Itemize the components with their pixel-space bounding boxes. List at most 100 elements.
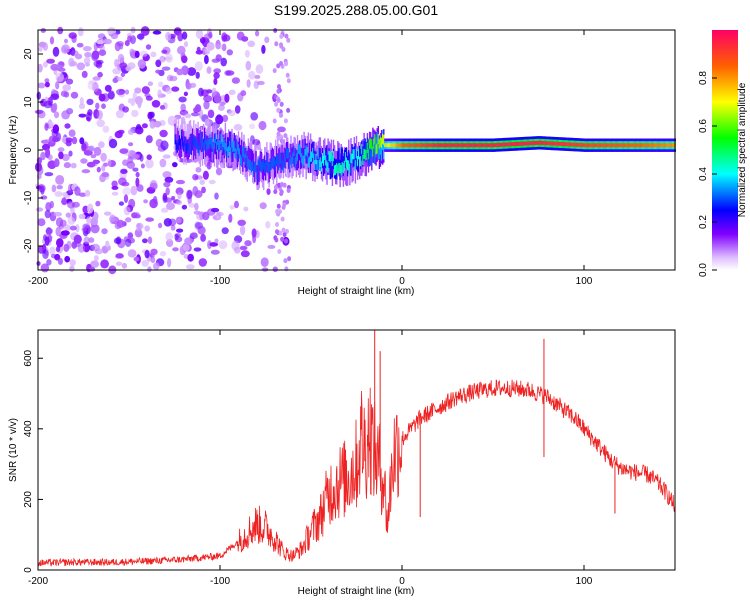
spectrogram-x-ticks: -200 -100 0 100 [28,30,593,287]
spectrogram-cell [258,120,267,131]
spectrogram-cell [189,82,197,88]
signal-track-cell [199,133,201,168]
spectrogram-cell [67,216,76,225]
spectrogram-cell [165,232,173,242]
signal-track-cell [382,133,384,144]
signal-track-cell [284,157,287,168]
spectrogram-cell [266,188,271,196]
spectrogram-cell [98,141,105,149]
signal-track-cell [288,148,290,159]
signal-track-cell [491,143,493,148]
colorbar-tick-label: 0.4 [698,167,709,181]
signal-track-cell [552,141,554,146]
signal-track-cell [349,163,351,174]
spectrogram-cell [163,181,171,188]
signal-track-cell [209,134,211,145]
spectrogram-cell [159,129,168,138]
signal-track-cell [423,143,425,148]
spectrogram-cell [151,100,161,108]
spectrogram-cell [160,140,169,151]
spectrogram-cell [76,62,86,71]
spectrogram-cell [213,78,218,85]
spectrogram-cell [229,205,236,210]
signal-track-cell [394,143,396,148]
spectrogram-cell [260,257,269,268]
spectrogram-cell [218,240,228,250]
signal-track-cell [553,141,555,146]
signal-track-cell [236,147,239,168]
signal-track-cell [193,134,195,145]
signal-track-cell [335,164,337,175]
signal-track-cell [220,133,222,144]
spectrogram-cell [200,233,207,242]
spectrogram-cell [45,227,54,235]
signal-track-cell [221,142,223,153]
spectrogram-cell [284,61,289,67]
signal-track-cell [195,138,197,159]
spectrogram-cell [55,246,61,253]
spectrogram-cell [159,55,166,63]
spectrogram-cell [158,81,164,88]
signal-track-cell [406,143,408,148]
signal-track-cell [513,142,515,147]
spectrogram-cell [224,93,230,103]
signal-track-cell [391,143,394,148]
signal-track-cell [245,151,247,172]
spectrogram-cell [216,212,224,217]
spectrogram-cell [251,228,257,238]
signal-track-cell [250,162,253,173]
signal-track-cell [543,141,545,146]
signal-track-cell [261,161,264,172]
spectrogram-cell [198,109,204,119]
signal-track-cell [537,140,539,145]
signal-track-cell [525,141,527,146]
spectrogram-cell [276,88,281,94]
spectrogram-cell [34,109,44,114]
spectrogram-cell [116,88,125,96]
signal-track-cell [646,143,648,148]
spectrogram-cell [194,61,203,71]
signal-track-cell [343,160,346,171]
spectrogram-cell [160,207,169,213]
signal-track-cell [211,139,213,150]
spectrogram-cell [44,236,50,246]
spectrogram-cell [100,152,107,162]
signal-track-cell [445,143,447,148]
spectrogram-cell [115,253,124,259]
y-tick-label: 400 [23,420,34,437]
spectrogram-cell [222,114,229,123]
signal-track-cell [522,141,525,146]
signal-track-cell [653,143,656,148]
signal-track-cell [308,156,311,167]
spectrogram-cell [59,232,68,239]
signal-track-cell [201,136,204,147]
spectrogram-cell [117,53,125,64]
signal-track-cell [431,143,433,148]
spectrogram-cell [165,87,172,95]
spectrogram-cell [273,189,278,195]
signal-track-cell [304,138,306,159]
spectrogram-cell [279,189,284,195]
spectrogram-cell [37,218,46,227]
spectrogram-cell [120,72,126,78]
spectrogram-cell [44,172,54,177]
signal-track-cell [652,143,655,148]
signal-track-cell [566,142,568,147]
signal-track-cell [407,143,409,148]
colorbar-tick-label: 0.8 [698,71,709,85]
signal-track-cell [462,143,465,148]
signal-track-cell [202,142,205,153]
signal-track-cell [663,143,666,148]
signal-track-cell [273,156,276,167]
signal-track-cell [186,143,188,154]
signal-track-cell [578,142,580,147]
signal-track-cell [214,133,217,144]
spectrogram-cell [82,224,90,229]
signal-track-cell [384,143,386,148]
spectrogram-cell [149,111,155,119]
signal-track-cell [248,159,251,170]
signal-track-cell [333,165,336,176]
spectrogram-cell [69,225,77,231]
spectrogram-cell [275,222,279,227]
spectrogram-cell [142,238,148,244]
